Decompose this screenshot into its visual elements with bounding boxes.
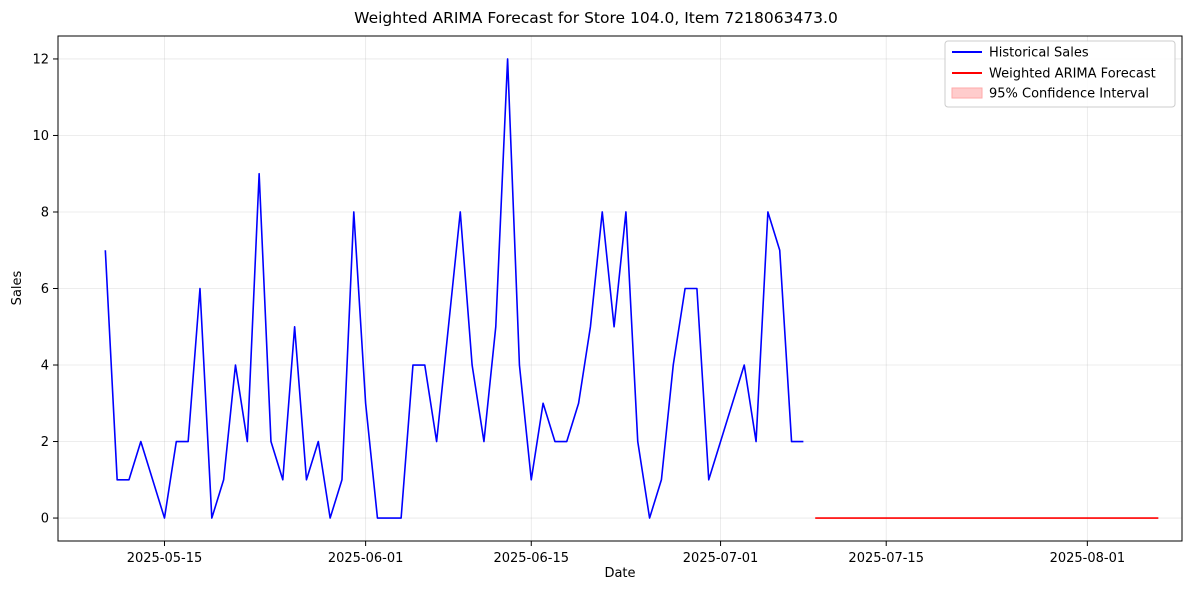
- y-tick-label: 4: [41, 359, 49, 374]
- y-tick-label: 0: [41, 512, 49, 527]
- x-tick-label: 2025-07-01: [683, 551, 759, 566]
- legend-label-confidence-interval: 95% Confidence Interval: [989, 87, 1149, 102]
- series-historical-sales: [104, 58, 804, 519]
- x-axis-label: Date: [604, 566, 635, 581]
- x-tick-label: 2025-07-15: [848, 551, 924, 566]
- legend-label-historical-sales: Historical Sales: [989, 46, 1089, 61]
- x-tick-label: 2025-06-01: [328, 551, 404, 566]
- y-tick-label: 8: [41, 205, 49, 220]
- chart-title: Weighted ARIMA Forecast for Store 104.0,…: [354, 9, 838, 27]
- legend-swatch-confidence-interval: [951, 87, 983, 99]
- legend: Historical Sales Weighted ARIMA Forecast…: [944, 40, 1176, 108]
- legend-label-forecast: Weighted ARIMA Forecast: [989, 67, 1156, 82]
- x-tick-label: 2025-06-15: [493, 551, 569, 566]
- y-tick-label: 10: [32, 129, 49, 144]
- legend-frame: [944, 40, 1176, 108]
- y-axis-label: Sales: [10, 270, 25, 305]
- y-tick-label: 12: [32, 52, 49, 67]
- x-tick-label: 2025-05-15: [127, 551, 203, 566]
- x-axis-ticks: 2025-05-15 2025-06-01 2025-06-15 2025-07-01…: [127, 541, 1125, 566]
- y-tick-label: 6: [41, 282, 49, 297]
- y-axis-ticks: 0 2 4 6 8 10 12: [32, 52, 58, 527]
- series-lines: [104, 58, 1159, 519]
- y-tick-label: 2: [41, 435, 49, 450]
- x-tick-label: 2025-08-01: [1050, 551, 1126, 566]
